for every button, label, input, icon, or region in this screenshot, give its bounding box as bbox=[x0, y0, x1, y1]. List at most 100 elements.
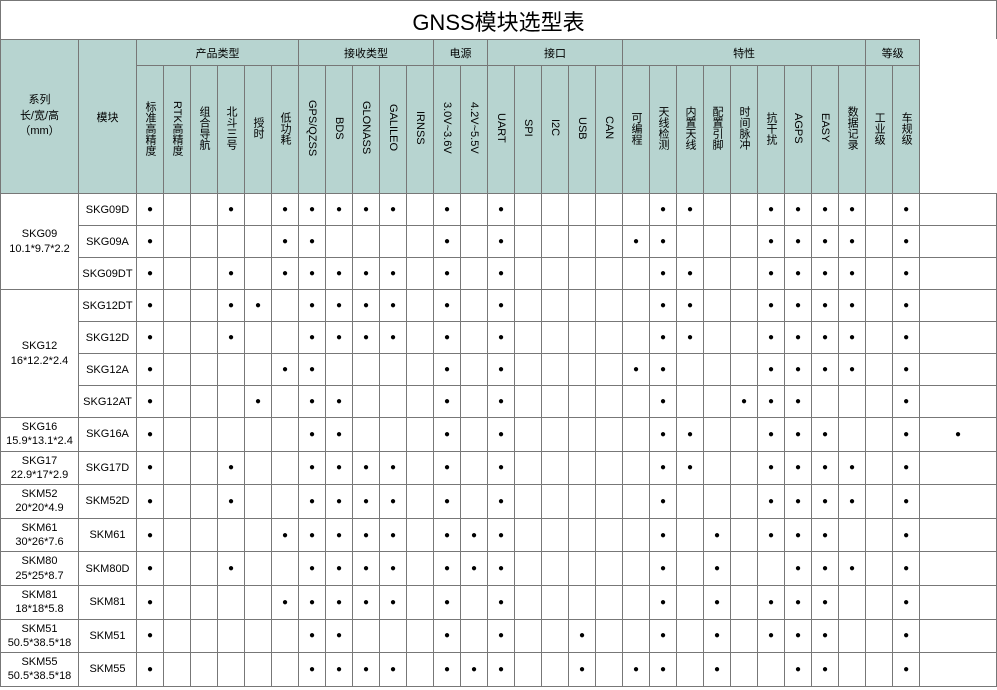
table-row: SKM8118*18*5.8SKM81●●●●●●●●●●●●●● bbox=[1, 585, 997, 619]
attr-cell bbox=[704, 485, 731, 519]
attr-cell bbox=[596, 354, 623, 386]
attr-cell: ● bbox=[353, 290, 380, 322]
attr-cell bbox=[407, 585, 434, 619]
attr-cell bbox=[164, 585, 191, 619]
attr-cell bbox=[380, 619, 407, 653]
header-group-0: 产品类型 bbox=[137, 40, 299, 66]
attr-cell bbox=[569, 258, 596, 290]
attr-cell: ● bbox=[758, 518, 785, 552]
header-col-4-5: 抗干扰 bbox=[758, 66, 785, 194]
attr-cell: ● bbox=[812, 354, 839, 386]
series-cell-0: SKG0910.1*9.7*2.2 bbox=[1, 194, 79, 290]
attr-cell: ● bbox=[839, 485, 866, 519]
attr-cell bbox=[812, 386, 839, 418]
attr-cell bbox=[461, 451, 488, 485]
attr-cell bbox=[596, 619, 623, 653]
attr-cell bbox=[704, 226, 731, 258]
header-col-2-0: 3.0V~3.6V bbox=[434, 66, 461, 194]
attr-cell: ● bbox=[299, 653, 326, 687]
attr-cell: ● bbox=[380, 585, 407, 619]
attr-cell bbox=[461, 354, 488, 386]
attr-cell: ● bbox=[785, 485, 812, 519]
attr-cell bbox=[515, 194, 542, 226]
attr-cell: ● bbox=[893, 194, 920, 226]
attr-cell: ● bbox=[299, 418, 326, 452]
attr-cell bbox=[704, 322, 731, 354]
module-cell: SKG12DT bbox=[79, 290, 137, 322]
attr-cell bbox=[704, 386, 731, 418]
module-cell: SKM81 bbox=[79, 585, 137, 619]
attr-cell bbox=[542, 226, 569, 258]
attr-cell: ● bbox=[893, 258, 920, 290]
attr-cell: ● bbox=[272, 354, 299, 386]
attr-cell bbox=[218, 653, 245, 687]
attr-cell: ● bbox=[218, 290, 245, 322]
header-col-1-0: GPS/QZSS bbox=[299, 66, 326, 194]
attr-cell bbox=[164, 451, 191, 485]
attr-cell bbox=[542, 386, 569, 418]
header-col-4-3: 配置引脚 bbox=[704, 66, 731, 194]
attr-cell: ● bbox=[272, 226, 299, 258]
attr-cell: ● bbox=[812, 418, 839, 452]
attr-cell: ● bbox=[650, 653, 677, 687]
table-row: SKG1615.9*13.1*2.4SKG16A●●●●●●●●●●●● bbox=[1, 418, 997, 452]
attr-cell: ● bbox=[893, 418, 920, 452]
module-cell: SKM55 bbox=[79, 653, 137, 687]
attr-cell bbox=[191, 322, 218, 354]
series-cell-7: SKM8118*18*5.8 bbox=[1, 585, 79, 619]
attr-cell bbox=[218, 354, 245, 386]
attr-cell: ● bbox=[434, 322, 461, 354]
header-col-2-1: 4.2V~5.5V bbox=[461, 66, 488, 194]
attr-cell: ● bbox=[758, 226, 785, 258]
table-row: SKM8025*25*8.7SKM80D●●●●●●●●●●●●●●● bbox=[1, 552, 997, 586]
attr-cell: ● bbox=[650, 518, 677, 552]
attr-cell bbox=[623, 451, 650, 485]
attr-cell bbox=[569, 552, 596, 586]
header-col-0-0: 标准高精度 bbox=[137, 66, 164, 194]
header-col-1-2: GLONASS bbox=[353, 66, 380, 194]
attr-cell bbox=[731, 194, 758, 226]
attr-cell: ● bbox=[758, 485, 785, 519]
attr-cell: ● bbox=[326, 258, 353, 290]
attr-cell bbox=[569, 451, 596, 485]
attr-cell: ● bbox=[812, 619, 839, 653]
attr-cell bbox=[380, 418, 407, 452]
attr-cell bbox=[164, 194, 191, 226]
module-cell: SKG12AT bbox=[79, 386, 137, 418]
attr-cell: ● bbox=[326, 194, 353, 226]
attr-cell: ● bbox=[839, 552, 866, 586]
attr-cell: ● bbox=[137, 585, 164, 619]
attr-cell: ● bbox=[704, 518, 731, 552]
attr-cell: ● bbox=[839, 258, 866, 290]
attr-cell: ● bbox=[380, 194, 407, 226]
attr-cell: ● bbox=[488, 194, 515, 226]
attr-cell bbox=[191, 653, 218, 687]
attr-cell: ● bbox=[812, 518, 839, 552]
attr-cell: ● bbox=[299, 290, 326, 322]
attr-cell bbox=[191, 418, 218, 452]
attr-cell bbox=[704, 290, 731, 322]
attr-cell: ● bbox=[488, 485, 515, 519]
attr-cell: ● bbox=[137, 354, 164, 386]
attr-cell bbox=[164, 226, 191, 258]
module-cell: SKG09D bbox=[79, 194, 137, 226]
attr-cell: ● bbox=[326, 485, 353, 519]
attr-cell: ● bbox=[893, 552, 920, 586]
attr-cell: ● bbox=[785, 518, 812, 552]
attr-cell: ● bbox=[893, 322, 920, 354]
series-cell-6: SKM8025*25*8.7 bbox=[1, 552, 79, 586]
attr-cell: ● bbox=[920, 418, 997, 452]
attr-cell: ● bbox=[650, 226, 677, 258]
attr-cell: ● bbox=[380, 518, 407, 552]
attr-cell bbox=[542, 322, 569, 354]
table-row: SKG12AT●●●●●●●●●●● bbox=[1, 386, 997, 418]
table-row: SKG12A●●●●●●●●●●●● bbox=[1, 354, 997, 386]
attr-cell: ● bbox=[137, 485, 164, 519]
attr-cell: ● bbox=[893, 518, 920, 552]
attr-cell bbox=[731, 585, 758, 619]
attr-cell: ● bbox=[812, 485, 839, 519]
header-group-5: 等级 bbox=[866, 40, 920, 66]
attr-cell bbox=[218, 619, 245, 653]
attr-cell: ● bbox=[353, 258, 380, 290]
page-title: GNSS模块选型表 bbox=[0, 0, 997, 39]
